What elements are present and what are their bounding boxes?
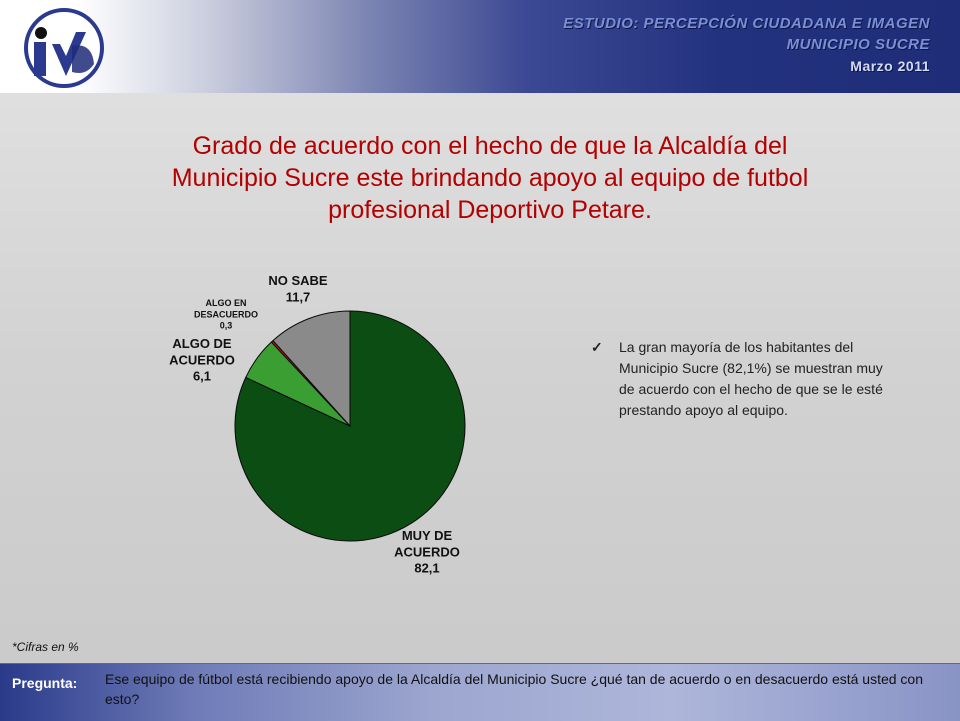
question-label: Pregunta: xyxy=(12,675,78,691)
check-icon: ✓ xyxy=(591,339,603,355)
insight-note: ✓ La gran mayoría de los habitantes del … xyxy=(591,337,891,421)
question-text: Ese equipo de fútbol está recibiendo apo… xyxy=(105,671,924,707)
slice-label-2: ALGO EN DESACUERDO 0,3 xyxy=(194,298,258,331)
slice-label-1: ALGO DE ACUERDO 6,1 xyxy=(169,336,235,384)
figures-note: *Cifras en % xyxy=(12,640,79,654)
slice-label-0: MUY DE ACUERDO 82,1 xyxy=(394,528,460,576)
ivad-logo xyxy=(24,8,104,88)
study-info: ESTUDIO: PERCEPCIÓN CIUDADANA E IMAGEN M… xyxy=(563,14,930,76)
study-title-line1: ESTUDIO: PERCEPCIÓN CIUDADANA E IMAGEN xyxy=(563,15,930,32)
study-title-line2: MUNICIPIO SUCRE xyxy=(786,36,930,53)
chart-title: Grado de acuerdo con el hecho de que la … xyxy=(171,132,809,224)
study-date: Marzo 2011 xyxy=(850,58,930,74)
header-banner: ESTUDIO: PERCEPCIÓN CIUDADANA E IMAGEN M… xyxy=(0,0,960,93)
insight-text: La gran mayoría de los habitantes del Mu… xyxy=(619,339,883,418)
question-footer: Pregunta: Ese equipo de fútbol está reci… xyxy=(0,663,960,721)
slice-label-3: NO SABE 11,7 xyxy=(268,273,328,304)
pie-chart: MUY DE ACUERDO 82,1 ALGO DE ACUERDO 6,1 ALGO E… xyxy=(169,273,466,576)
pie-slice-3 xyxy=(272,310,351,428)
